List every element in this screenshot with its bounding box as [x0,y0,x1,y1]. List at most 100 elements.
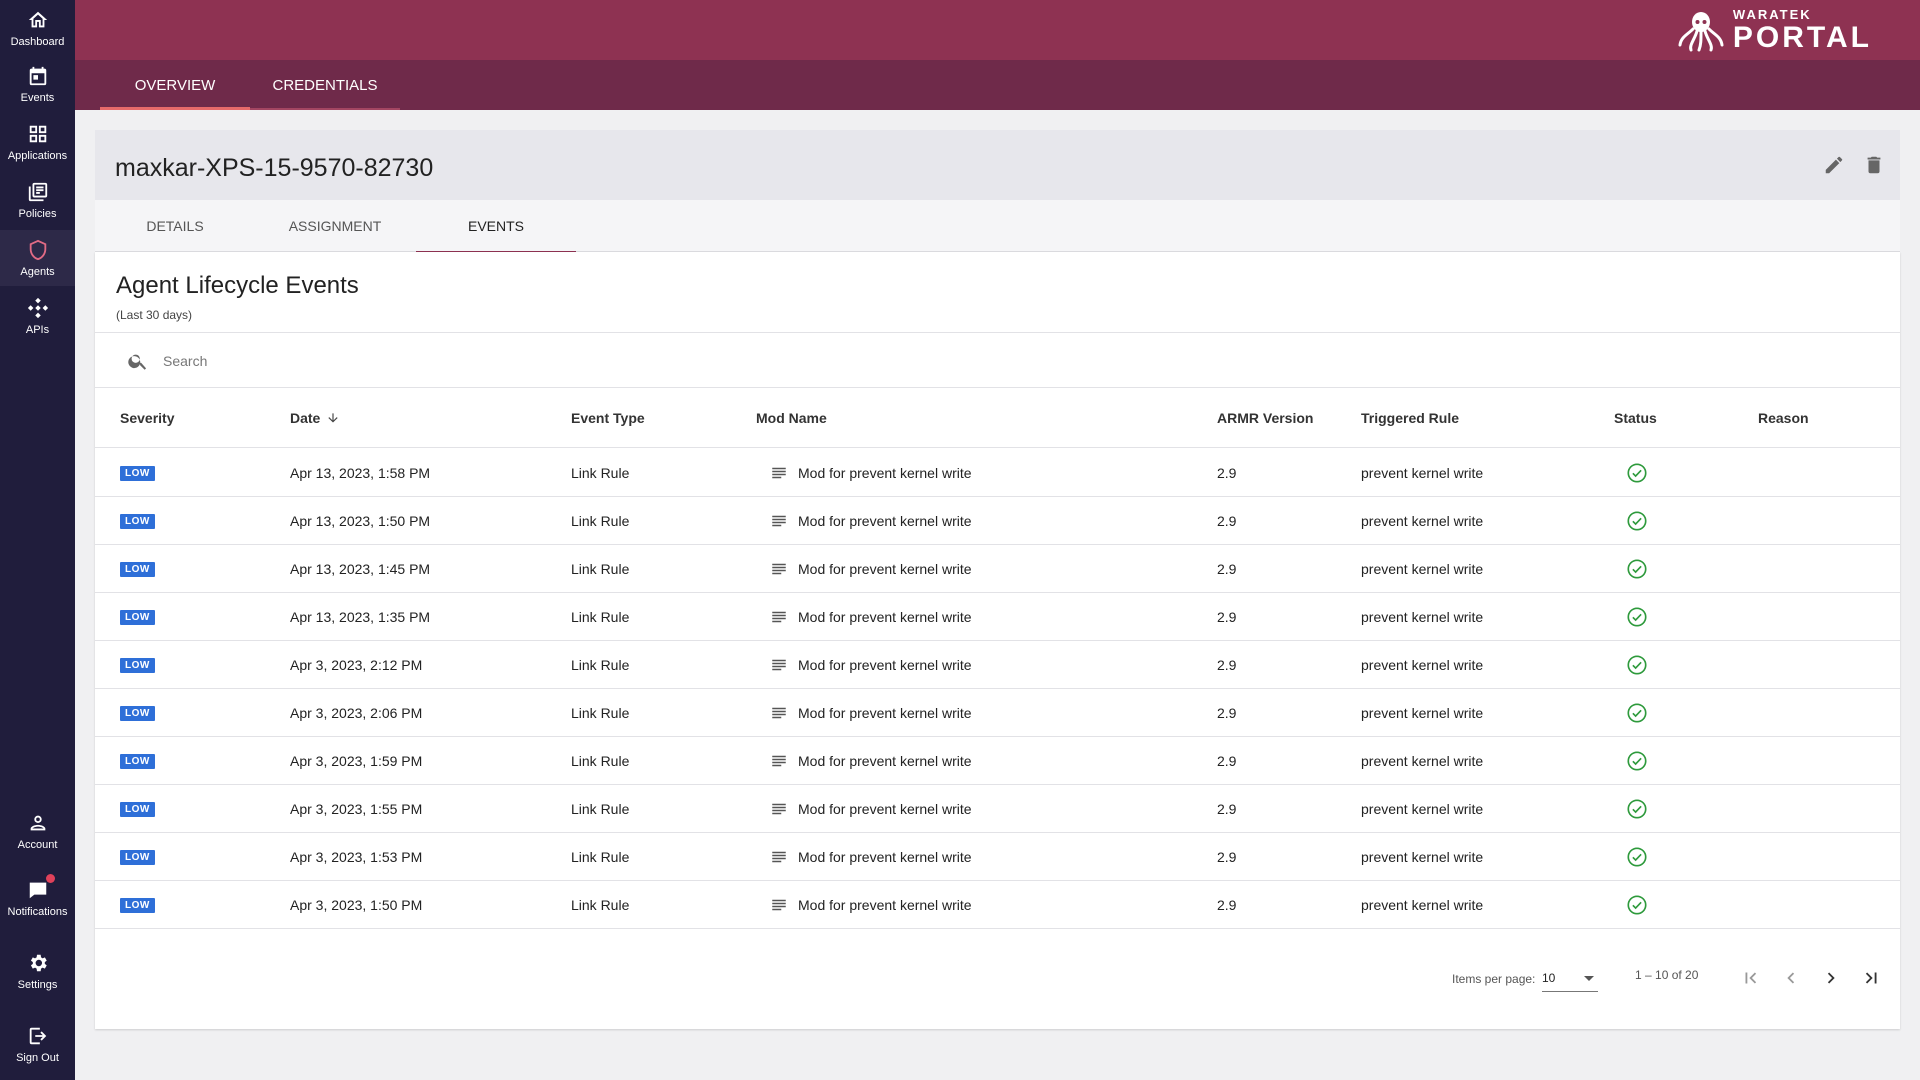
section-subtitle: (Last 30 days) [116,308,193,322]
items-per-page-select[interactable]: 10 [1542,964,1598,992]
search-input[interactable] [163,345,763,377]
table-row[interactable]: LOW Apr 3, 2023, 2:12 PM Link Rule Mod for … [95,641,1900,689]
api-icon [27,297,48,318]
severity-cell: LOW [120,881,155,929]
triggered-rule-cell: prevent kernel write [1361,801,1484,817]
table-row[interactable]: LOW Apr 3, 2023, 2:06 PM Link Rule Mod for … [95,689,1900,737]
table-row[interactable]: LOW Apr 13, 2023, 1:35 PM Link Rule Mod for… [95,593,1900,641]
sidebar-item-label: APIs [25,323,50,336]
event-type-cell: Link Rule [571,849,630,865]
brand-name-small: WARATEK [1732,7,1812,22]
check-circle-icon [1627,847,1647,867]
search-icon [128,354,147,370]
severity-cell: LOW [120,641,155,689]
table-row[interactable]: LOW Apr 3, 2023, 1:59 PM Link Rule Mod for … [95,737,1900,785]
mod-name-cell[interactable]: Mod for prevent kernel write [770,737,972,785]
notes-icon [772,467,786,479]
status-cell [1626,689,1648,737]
status-cell [1626,785,1648,833]
event-type-cell: Link Rule [571,897,630,913]
check-circle-icon [1627,895,1647,915]
sidebar-item-notifications[interactable]: Notifications [0,870,75,926]
agent-header: maxkar-XPS-15-9570-82730 [95,130,1900,200]
mod-name-cell[interactable]: Mod for prevent kernel write [770,689,972,737]
mod-name-cell[interactable]: Mod for prevent kernel write [770,785,972,833]
sidebar-item-dashboard[interactable]: Dashboard [0,0,75,56]
mod-name-cell[interactable]: Mod for prevent kernel write [770,881,972,929]
mod-name-text: Mod for prevent kernel write [798,609,972,625]
sidebar-item-apis[interactable]: APIs [0,288,75,344]
notes-icon [772,563,786,575]
status-cell [1626,641,1648,689]
column-header-status[interactable]: Status [1614,410,1657,426]
chevron-right-icon [1827,972,1835,984]
sidebar-item-label: Events [20,91,55,104]
event-type-cell: Link Rule [571,657,630,673]
table-row[interactable]: LOW Apr 13, 2023, 1:50 PM Link Rule Mod for… [95,497,1900,545]
status-cell [1626,449,1648,497]
severity-cell: LOW [120,545,155,593]
mod-name-text: Mod for prevent kernel write [798,465,972,481]
severity-badge: LOW [120,849,155,865]
sidebar-item-label: Notifications [7,905,68,918]
check-circle-icon [1627,559,1647,579]
armr-version-cell: 2.9 [1217,609,1237,625]
column-header-date[interactable]: Date [290,388,340,448]
mod-name-cell[interactable]: Mod for prevent kernel write [770,833,972,881]
table-row[interactable]: LOW Apr 3, 2023, 1:50 PM Link Rule Mod for … [95,881,1900,929]
column-header-triggered-rule[interactable]: Triggered Rule [1361,410,1460,426]
sidebar-item-settings[interactable]: Settings [0,943,75,999]
sidebar-item-account[interactable]: Account [0,803,75,859]
sidebar-item-label: Agents [20,265,55,278]
severity-badge: LOW [120,897,155,913]
column-header-reason[interactable]: Reason [1758,410,1809,426]
check-circle-icon [1627,463,1647,483]
sidebar-item-sign-out[interactable]: Sign Out [0,1016,75,1072]
shield-icon [29,239,46,260]
sidebar-item-label: Applications [7,149,68,162]
subtab-events[interactable]: EVENTS [416,200,576,253]
mod-name-cell[interactable]: Mod for prevent kernel write [770,545,972,593]
table-row[interactable]: LOW Apr 3, 2023, 1:55 PM Link Rule Mod for … [95,785,1900,833]
table-row[interactable]: LOW Apr 3, 2023, 1:53 PM Link Rule Mod for … [95,833,1900,881]
armr-version-cell: 2.9 [1217,705,1237,721]
tab-credentials[interactable]: CREDENTIALS [250,60,400,110]
column-header-event-type[interactable]: Event Type [571,410,645,426]
triggered-rule-cell: prevent kernel write [1361,513,1484,529]
armr-version-cell: 2.9 [1217,561,1237,577]
edit-button[interactable] [1821,152,1847,178]
dropdown-caret-icon [1584,976,1594,981]
pencil-icon [1825,156,1843,174]
mod-name-cell[interactable]: Mod for prevent kernel write [770,497,972,545]
mod-name-cell[interactable]: Mod for prevent kernel write [770,641,972,689]
previous-page-button[interactable] [1777,964,1805,992]
mod-name-cell[interactable]: Mod for prevent kernel write [770,593,972,641]
tab-overview[interactable]: OVERVIEW [100,60,250,110]
first-page-button[interactable] [1737,964,1765,992]
column-header-severity[interactable]: Severity [120,410,175,426]
delete-button[interactable] [1861,152,1887,178]
last-page-button[interactable] [1857,964,1885,992]
chat-icon [29,882,46,898]
mod-name-text: Mod for prevent kernel write [798,657,972,673]
column-header-mod-name[interactable]: Mod Name [756,410,827,426]
subtab-assignment[interactable]: ASSIGNMENT [288,218,382,234]
table-row[interactable]: LOW Apr 13, 2023, 1:45 PM Link Rule Mod for… [95,545,1900,593]
notes-icon [772,515,786,527]
column-header-armr-version[interactable]: ARMR Version [1217,410,1314,426]
sidebar-item-applications[interactable]: Applications [0,114,75,170]
sidebar-item-policies[interactable]: Policies [0,172,75,228]
triggered-rule-cell: prevent kernel write [1361,753,1484,769]
sidebar-item-events[interactable]: Events [0,56,75,112]
status-cell [1626,881,1648,929]
next-page-button[interactable] [1817,964,1845,992]
subtab-details[interactable]: DETAILS [146,218,204,234]
sidebar-item-label: Policies [18,207,57,220]
event-type-cell: Link Rule [571,753,630,769]
mod-name-cell[interactable]: Mod for prevent kernel write [770,449,972,497]
status-cell [1626,497,1648,545]
mod-name-text: Mod for prevent kernel write [798,849,972,865]
table-row[interactable]: LOW Apr 13, 2023, 1:58 PM Link Rule Mod for… [95,449,1900,497]
date-cell: Apr 13, 2023, 1:45 PM [290,561,431,577]
sidebar-item-agents[interactable]: Agents [0,230,75,286]
